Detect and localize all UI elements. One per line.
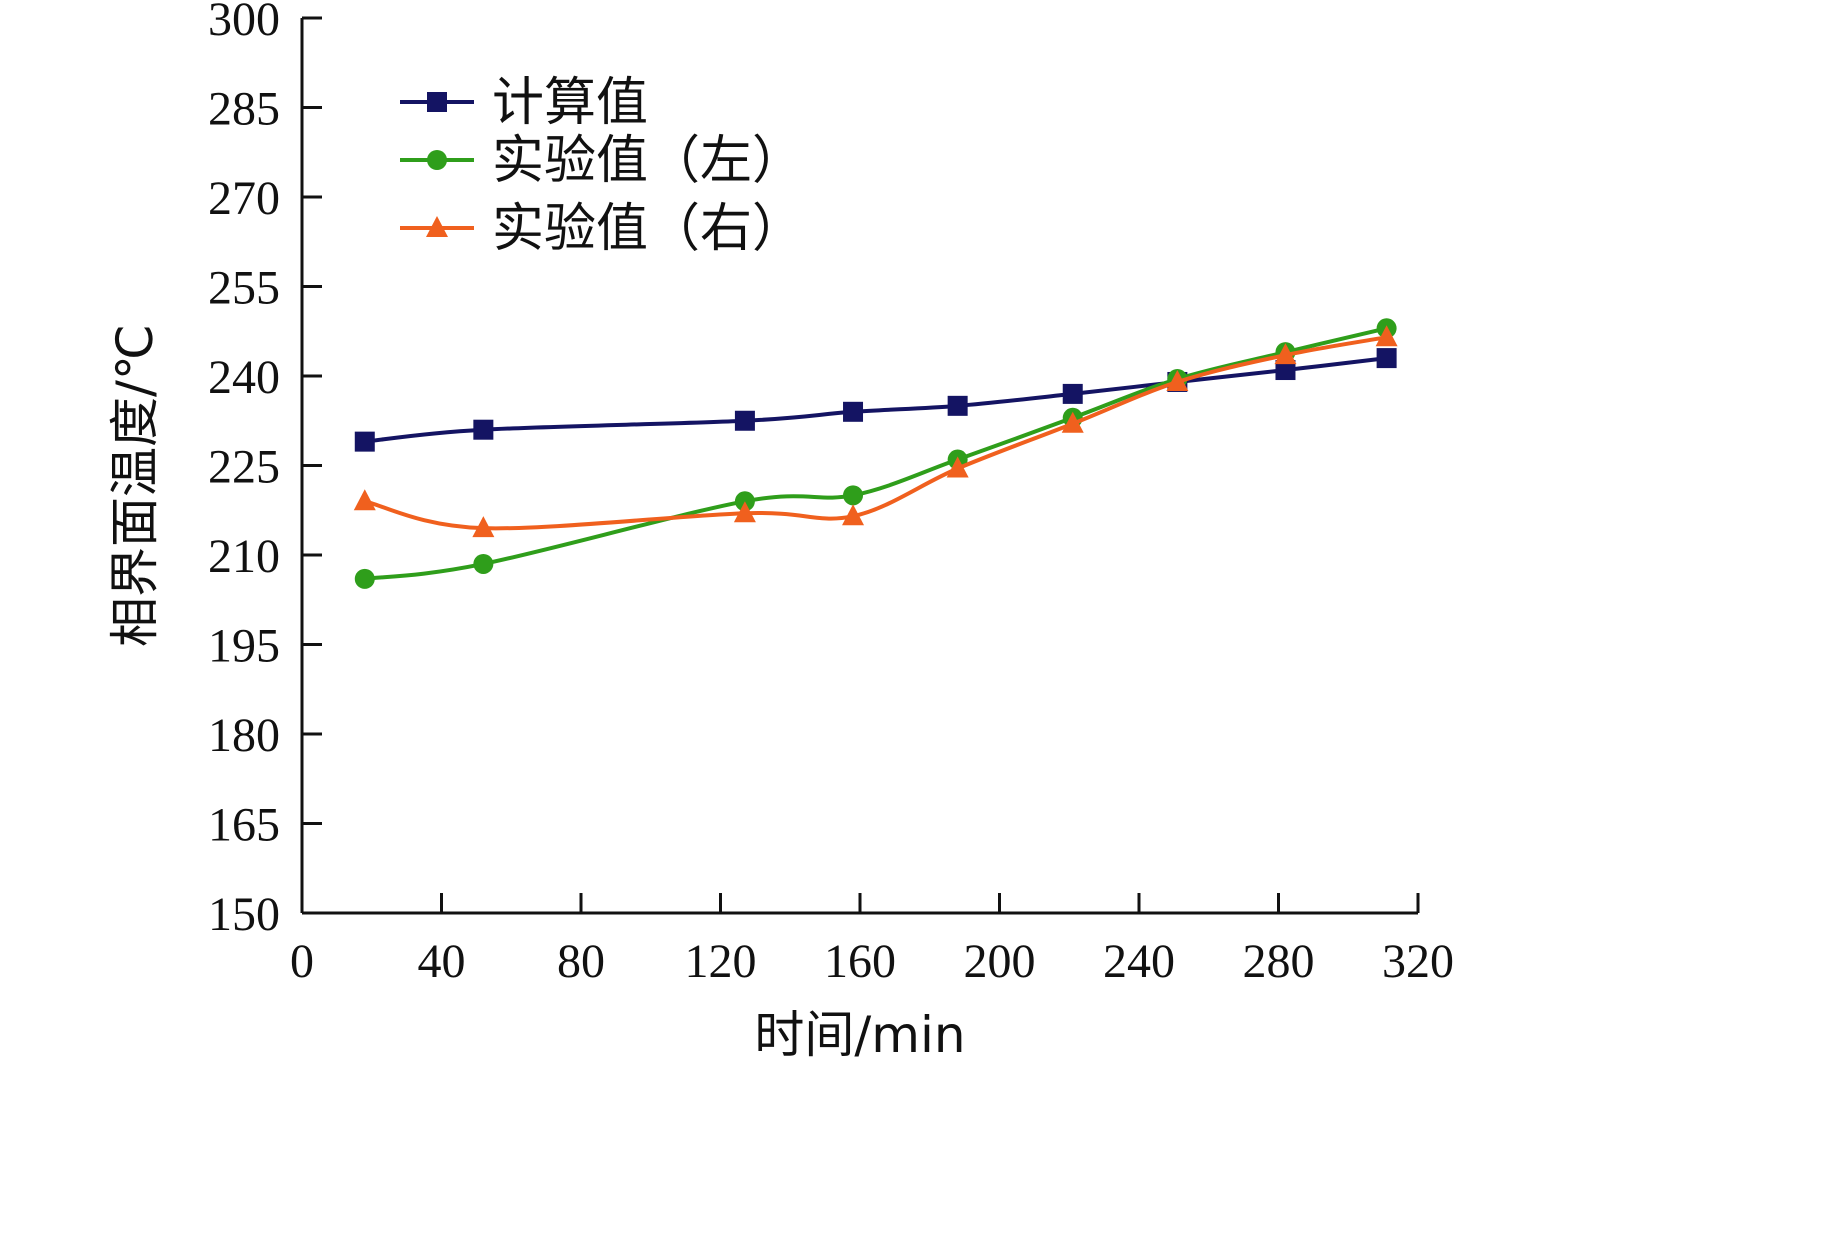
series-1-point: [843, 401, 864, 422]
x-axis-title: 时间/min: [754, 1006, 965, 1064]
series-1-point: [1062, 383, 1083, 404]
series-3-point: [733, 501, 756, 523]
y-tick-label: 240: [208, 351, 280, 404]
series-1-point: [354, 431, 375, 452]
x-tick-label: 160: [824, 935, 896, 988]
y-tick-label: 285: [208, 83, 280, 136]
legend-label-1: 计算值: [492, 73, 648, 133]
series-2-point: [473, 553, 494, 574]
legend-marker-2: [427, 150, 447, 170]
series-3-point: [472, 516, 495, 538]
y-tick-label: 255: [208, 262, 280, 315]
legend-label-2: 实验值（左）: [492, 131, 804, 191]
series-1-point: [473, 419, 494, 440]
legend-marker-3: [426, 216, 448, 237]
x-tick-label: 80: [557, 935, 605, 988]
x-tick-label: 120: [685, 935, 757, 988]
y-tick-label: 165: [208, 799, 280, 852]
series-1-point: [1275, 360, 1296, 381]
y-tick-label: 270: [208, 172, 280, 225]
y-tick-label: 225: [208, 441, 280, 494]
y-axis-title: 相界面温度/℃: [106, 324, 164, 647]
y-tick-label: 150: [208, 888, 280, 941]
x-tick-label: 40: [418, 935, 466, 988]
series-3-point: [1166, 369, 1189, 391]
y-tick-label: 180: [208, 709, 280, 762]
series-3-point: [946, 456, 969, 478]
series-2-point: [843, 485, 864, 506]
series-3-point: [1061, 411, 1084, 433]
legend-marker-1: [427, 92, 447, 112]
series-3-point: [842, 504, 865, 526]
x-tick-label: 240: [1103, 935, 1175, 988]
series-line-3: [364, 335, 1387, 531]
series-3-point: [1375, 325, 1398, 347]
x-tick-label: 280: [1243, 935, 1315, 988]
y-tick-label: 300: [208, 0, 280, 46]
x-tick-label: 0: [290, 935, 314, 988]
x-tick-label: 200: [964, 935, 1036, 988]
series-1-point: [947, 395, 968, 416]
y-tick-label: 195: [208, 620, 280, 673]
legend-label-3: 实验值（右）: [492, 199, 804, 259]
series-3-point: [1274, 343, 1297, 365]
series-3-point: [353, 489, 376, 511]
series-1-point: [1376, 348, 1397, 369]
series-line-1: [364, 356, 1387, 444]
series-1-point: [734, 410, 755, 431]
x-tick-label: 320: [1382, 935, 1454, 988]
y-tick-label: 210: [208, 530, 280, 583]
series-line-2: [364, 326, 1388, 581]
series-2-point: [354, 568, 375, 589]
